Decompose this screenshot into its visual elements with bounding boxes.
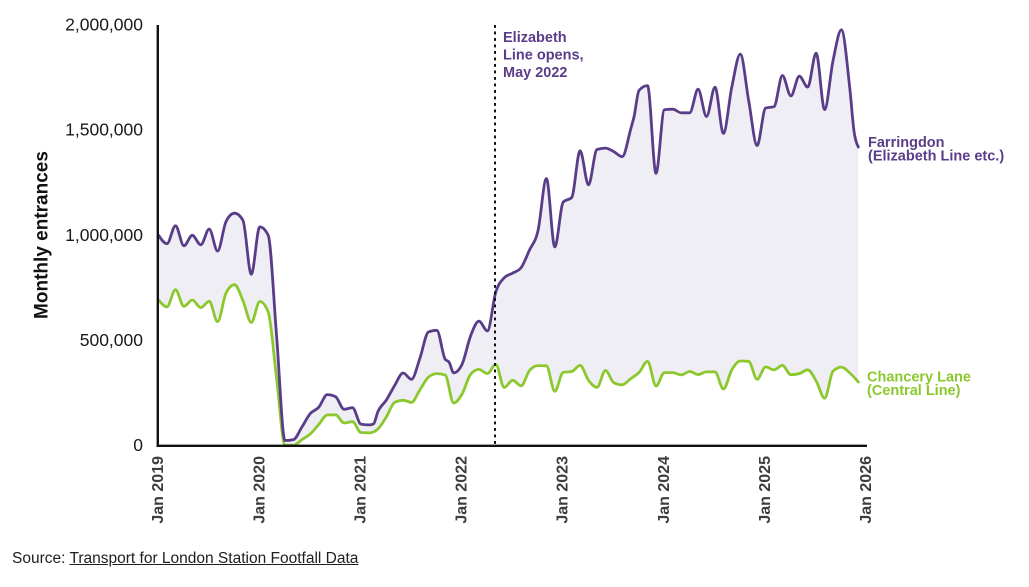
svg-text:0: 0 — [133, 435, 143, 455]
svg-text:Jan 2024: Jan 2024 — [656, 456, 673, 524]
svg-text:Chancery Lane: Chancery Lane — [867, 370, 971, 386]
svg-text:Jan 2026: Jan 2026 — [858, 456, 875, 524]
svg-text:Jan 2023: Jan 2023 — [555, 456, 572, 524]
svg-text:Elizabeth: Elizabeth — [503, 30, 567, 46]
svg-text:May 2022: May 2022 — [503, 65, 568, 81]
svg-text:(Elizabeth Line etc.): (Elizabeth Line etc.) — [868, 149, 1004, 165]
svg-text:Jan 2021: Jan 2021 — [352, 456, 369, 524]
svg-text:1,000,000: 1,000,000 — [65, 225, 143, 245]
svg-text:Farringdon: Farringdon — [868, 135, 945, 151]
svg-text:Line opens,: Line opens, — [503, 48, 584, 64]
svg-text:Jan 2025: Jan 2025 — [757, 456, 774, 524]
svg-text:Jan 2022: Jan 2022 — [454, 456, 471, 524]
svg-text:Jan 2020: Jan 2020 — [251, 456, 268, 524]
svg-text:(Central Line): (Central Line) — [867, 383, 961, 399]
svg-text:1,500,000: 1,500,000 — [65, 120, 143, 140]
svg-text:Monthly entrances: Monthly entrances — [32, 151, 53, 319]
svg-text:500,000: 500,000 — [80, 330, 144, 350]
svg-text:Jan 2019: Jan 2019 — [150, 456, 167, 524]
svg-text:2,000,000: 2,000,000 — [65, 15, 143, 35]
